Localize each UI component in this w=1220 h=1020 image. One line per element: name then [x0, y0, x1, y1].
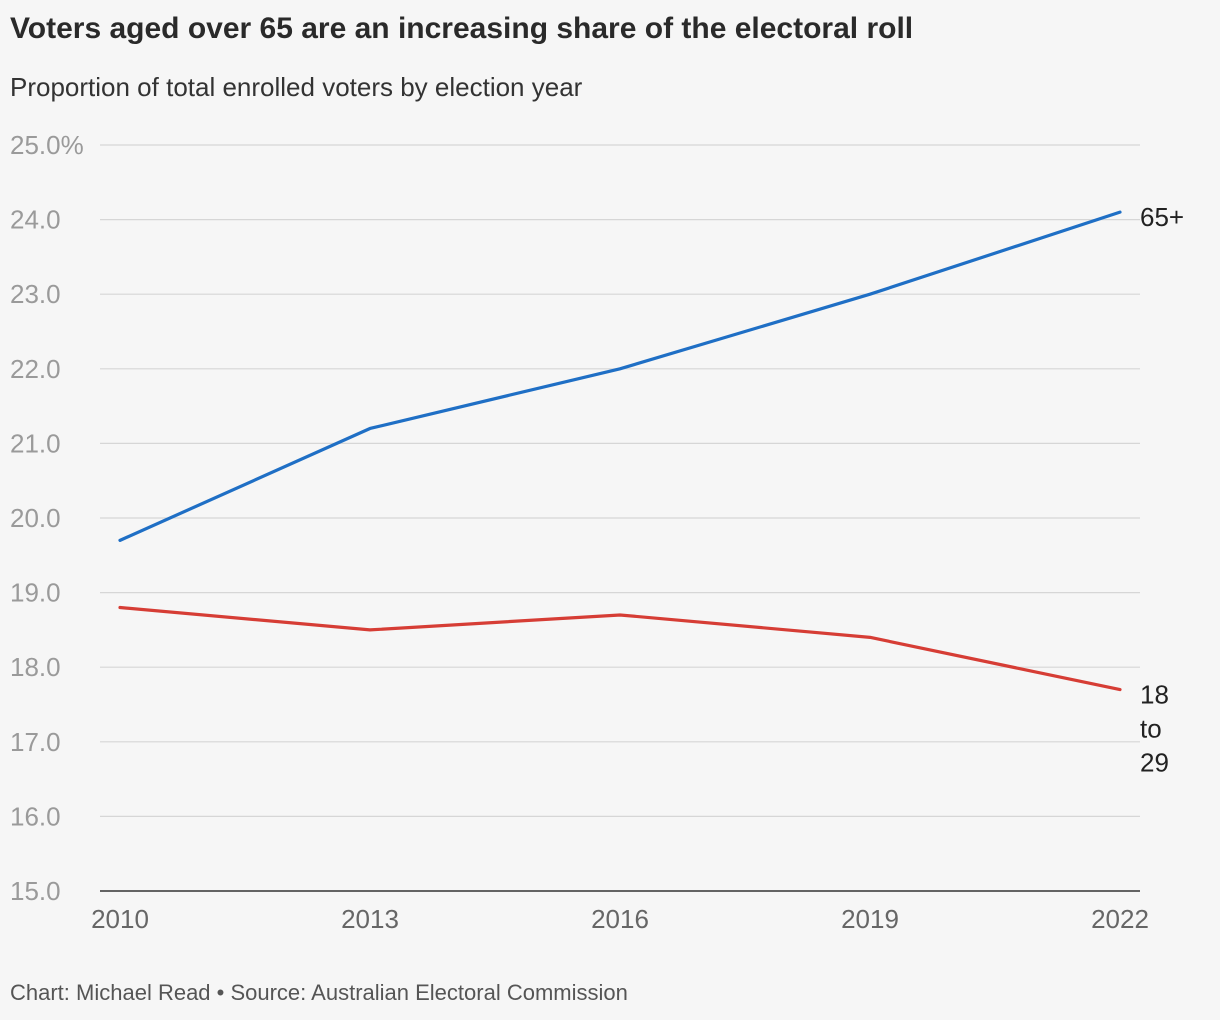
y-tick-label: 18.0: [10, 652, 61, 682]
chart-title: Voters aged over 65 are an increasing sh…: [10, 12, 914, 45]
series-end-label: 65+: [1140, 202, 1184, 232]
y-tick-label: 22.0: [10, 354, 61, 384]
y-tick-label: 16.0: [10, 801, 61, 831]
series-line-1: [118, 605, 1122, 692]
series-lines: [118, 210, 1122, 692]
x-tick-label: 2016: [591, 904, 649, 934]
chart-footer: Chart: Michael Read • Source: Australian…: [10, 980, 628, 1005]
y-tick-label: 15.0: [10, 876, 61, 906]
x-tick-label: 2013: [341, 904, 399, 934]
x-tick-label: 2019: [841, 904, 899, 934]
y-tick-label: 20.0: [10, 503, 61, 533]
y-tick-label: 24.0: [10, 205, 61, 235]
x-tick-label: 2010: [91, 904, 149, 934]
series-labels: 65+ 18 to 29: [1140, 202, 1184, 777]
y-tick-label: 19.0: [10, 578, 61, 608]
series-line-0: [118, 210, 1122, 542]
y-axis-ticks: 15.0 16.0 17.0 18.0 19.0 20.0 21.0 22.0 23.0 24.0…: [10, 130, 84, 906]
y-tick-label: 21.0: [10, 428, 61, 458]
line-chart: 15.0 16.0 17.0 18.0 19.0 20.0 21.0 22.0 23.0 24.0…: [10, 130, 1184, 934]
series-end-label: 18 to 29: [1140, 680, 1169, 778]
y-tick-label: 17.0: [10, 727, 61, 757]
y-tick-label: 23.0: [10, 279, 61, 309]
x-axis-ticks: 2010 2013 2016 2019 2022: [91, 904, 1149, 934]
y-tick-label: 25.0%: [10, 130, 84, 160]
chart-subtitle: Proportion of total enrolled voters by e…: [10, 72, 583, 102]
x-tick-label: 2022: [1091, 904, 1149, 934]
